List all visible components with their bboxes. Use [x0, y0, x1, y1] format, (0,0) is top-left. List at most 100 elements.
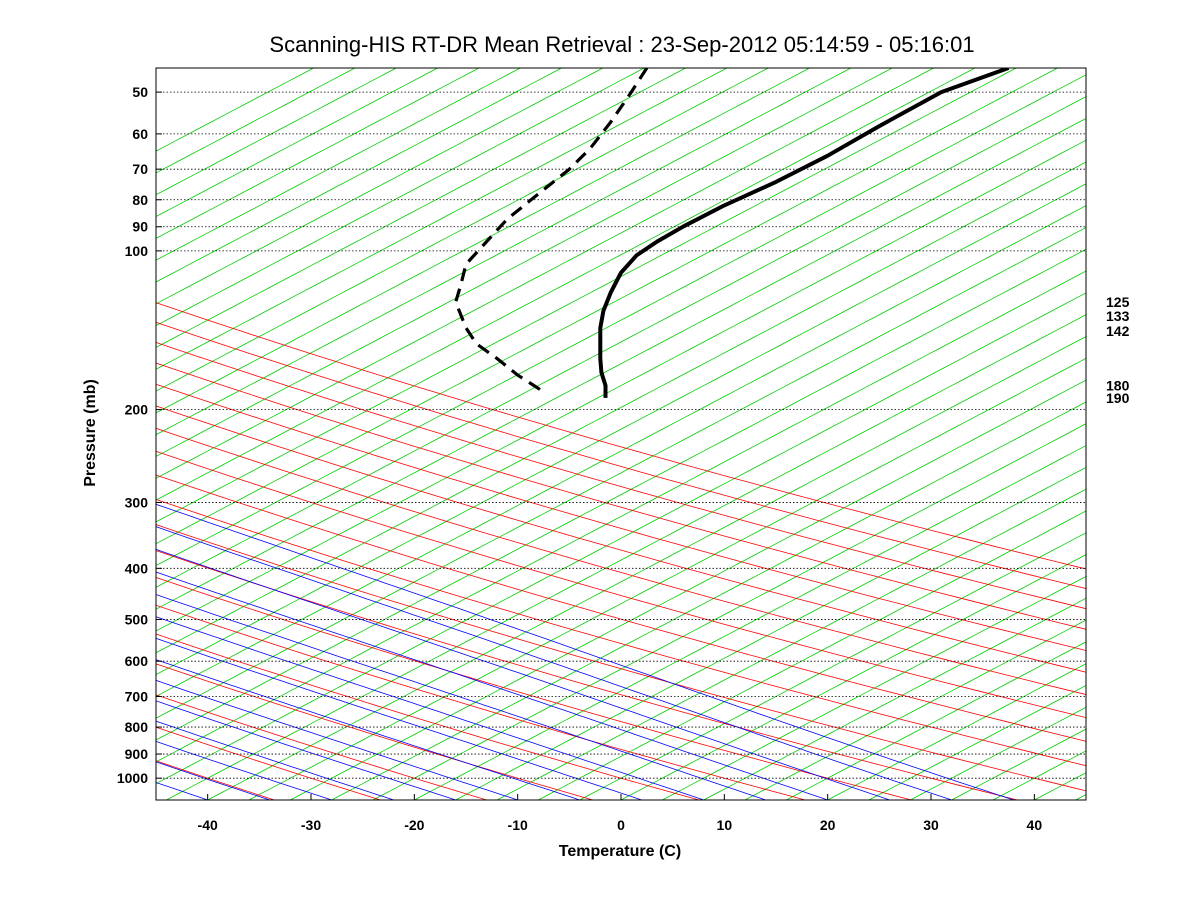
moist-adiabat-line — [156, 571, 828, 800]
isotherm-line — [156, 68, 976, 501]
isotherm-line — [156, 96, 1086, 588]
x-tick-label: 30 — [923, 817, 939, 833]
dry-adiabat-line — [156, 321, 1086, 589]
moist-adiabat-line — [156, 659, 580, 800]
y-axis-label: Pressure (mb) — [82, 379, 99, 487]
background-lines — [156, 68, 1200, 800]
isotherm-line — [156, 68, 645, 327]
y-tick-label: 70 — [132, 161, 148, 177]
dewpoint-profile-line — [454, 68, 649, 394]
isotherm-line — [372, 423, 1086, 800]
isotherm-line — [156, 139, 1086, 632]
right-side-label: 133 — [1106, 308, 1130, 324]
y-tick-label: 200 — [125, 402, 149, 418]
x-tick-label: 10 — [717, 817, 733, 833]
right-side-label: 125 — [1106, 294, 1130, 310]
y-tick-label: 600 — [125, 653, 149, 669]
y-tick-label: 60 — [132, 126, 148, 142]
isotherm-line — [1117, 68, 1200, 800]
isotherm-line — [156, 205, 1086, 697]
isotherm-line — [156, 68, 852, 436]
moist-adiabat-line — [156, 616, 704, 800]
dry-adiabat-line — [156, 499, 1086, 767]
dry-adiabat-line — [156, 383, 1086, 651]
moist-adiabat-line — [156, 526, 952, 800]
right-side-label: 142 — [1106, 323, 1130, 339]
isotherm-line — [156, 161, 1086, 654]
isotherm-line — [207, 336, 1086, 800]
dry-adiabat-line — [156, 450, 1086, 719]
y-tick-label: 300 — [125, 494, 149, 510]
right-side-label: 180 — [1106, 377, 1130, 393]
dry-adiabat-line — [156, 550, 1018, 800]
dry-adiabat-line — [156, 302, 1086, 570]
isotherm-line — [156, 68, 1017, 523]
isotherm-line — [156, 292, 1086, 785]
isotherm-line — [156, 68, 397, 196]
dry-adiabat-line — [156, 362, 1086, 630]
y-tick-label: 800 — [125, 719, 149, 735]
dry-adiabat-line — [156, 524, 1086, 792]
dry-adiabat-line — [156, 604, 806, 800]
isotherm-line — [156, 226, 1086, 719]
isotherm-line — [290, 379, 1086, 800]
isotherm-line — [662, 575, 1086, 800]
isotherm-line — [744, 619, 1086, 800]
y-axis-ticks: 50 60 70 80 90 100 200 300 400 500 600 700 800 900 100… — [117, 84, 162, 786]
moist-adiabat-line — [156, 548, 890, 800]
isotherm-line — [156, 68, 1058, 545]
moist-adiabat-line — [156, 503, 1014, 800]
dry-adiabat-line — [156, 342, 1086, 610]
x-axis-ticks: -40 -30 -20 -10 0 10 20 30 40 — [198, 794, 1043, 833]
temperature-profile-line — [598, 68, 1010, 398]
isotherm-line — [156, 68, 438, 218]
moist-adiabat-line — [156, 594, 766, 800]
dry-adiabat-line — [156, 577, 912, 800]
isotherm-line — [156, 270, 1086, 763]
y-tick-label: 900 — [125, 746, 149, 762]
x-tick-label: -30 — [301, 817, 321, 833]
isotherm-line — [1158, 68, 1200, 800]
isotherm-line — [496, 488, 1086, 800]
isotherm-line — [156, 68, 893, 457]
isotherm-line — [156, 68, 480, 239]
x-tick-label: -20 — [404, 817, 424, 833]
isotherm-line — [156, 68, 769, 392]
isotherm-line — [248, 357, 1086, 800]
isotherm-line — [455, 466, 1086, 800]
right-side-label: 190 — [1106, 390, 1130, 406]
x-tick-label: 0 — [617, 817, 625, 833]
y-tick-label: 80 — [132, 192, 148, 208]
isotherm-line — [156, 68, 604, 305]
isotherm-line — [579, 532, 1086, 800]
chart-title: Scanning-HIS RT-DR Mean Retrieval : 23-S… — [269, 32, 974, 57]
x-tick-label: -40 — [198, 817, 218, 833]
sounding-profiles — [454, 68, 1010, 398]
isotherm-line — [166, 314, 1086, 800]
isotherm-line — [620, 554, 1086, 800]
isotherm-line — [156, 68, 810, 414]
isotherm-line — [156, 68, 562, 283]
isotherm-line — [156, 68, 728, 370]
y-tick-label: 90 — [132, 219, 148, 235]
y-tick-label: 400 — [125, 560, 149, 576]
x-tick-label: 40 — [1027, 817, 1043, 833]
isotherm-line — [156, 117, 1086, 610]
dry-adiabat-line — [156, 427, 1086, 696]
isotherm-line — [414, 445, 1086, 800]
x-tick-label: -10 — [508, 817, 528, 833]
isotherm-line — [703, 597, 1086, 800]
isotherm-line — [156, 183, 1086, 676]
y-tick-label: 100 — [125, 243, 149, 259]
y-tick-label: 500 — [125, 611, 149, 627]
dry-adiabat-line — [156, 405, 1086, 673]
isotherm-line — [1075, 794, 1086, 800]
isotherm-line — [156, 74, 1086, 566]
isotherm-line — [827, 663, 1086, 800]
dry-adiabat-line — [156, 633, 700, 800]
x-tick-label: 20 — [820, 817, 836, 833]
moist-adiabat-line — [156, 637, 642, 800]
y-tick-label: 50 — [132, 84, 148, 100]
